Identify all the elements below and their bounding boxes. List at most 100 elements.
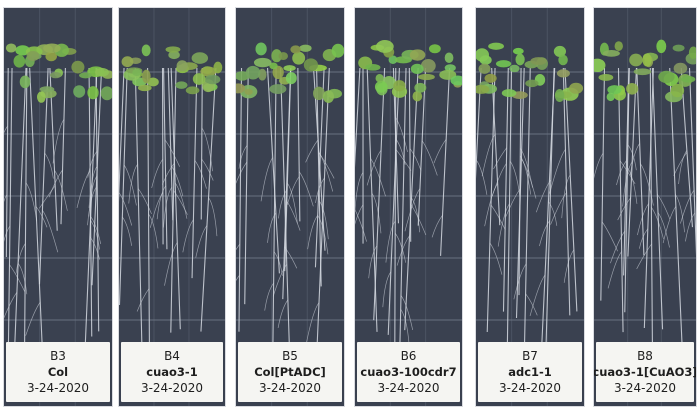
lateral-root xyxy=(355,209,367,242)
lateral-root xyxy=(410,203,427,236)
lateral-root xyxy=(201,127,213,172)
lateral-root xyxy=(4,194,8,203)
seedling-leaf xyxy=(253,57,272,68)
seedling-leaf xyxy=(420,58,436,73)
seedling-leaf xyxy=(94,67,109,77)
lateral-root xyxy=(17,262,28,295)
lateral-root xyxy=(385,220,396,263)
seedling-leaf xyxy=(142,69,151,84)
lateral-root xyxy=(433,139,447,164)
plate-id: B7 xyxy=(522,349,538,363)
lateral-root xyxy=(9,264,26,292)
seedling-leaf xyxy=(168,50,180,60)
plate-label: B7 adc1-1 3-24-2020 xyxy=(478,342,582,402)
lateral-root xyxy=(236,275,240,281)
seedling-leaf xyxy=(5,43,17,53)
lateral-root xyxy=(662,206,677,244)
lateral-root xyxy=(88,175,98,217)
seedling-root xyxy=(170,67,181,330)
plate-b7: B7 adc1-1 3-24-2020 xyxy=(476,8,584,406)
seedling-root xyxy=(200,67,203,220)
seedling-leaf xyxy=(418,73,435,81)
seedling-root xyxy=(617,67,624,333)
seedling-leaf xyxy=(495,60,512,68)
seedling-leaf xyxy=(132,68,142,77)
seedling-leaf xyxy=(484,73,497,83)
seedling-leaf xyxy=(607,85,622,95)
lateral-root xyxy=(371,192,382,234)
lateral-root xyxy=(382,271,392,308)
seedling-root xyxy=(398,67,407,380)
seedling-root xyxy=(13,67,27,351)
lateral-root xyxy=(594,152,604,179)
seedling-root xyxy=(163,67,168,250)
plate-label: B4 cuao3-1 3-24-2020 xyxy=(121,342,223,402)
seedling-leaf xyxy=(292,51,306,65)
lateral-root xyxy=(675,194,685,233)
plate-date: 3-24-2020 xyxy=(498,381,562,395)
lateral-root xyxy=(509,161,521,196)
lateral-root xyxy=(476,160,488,195)
lateral-root xyxy=(236,243,241,251)
seedling-leaf xyxy=(439,69,457,80)
lateral-root xyxy=(277,299,289,328)
lateral-root xyxy=(136,288,150,312)
seedling-leaf xyxy=(313,86,325,101)
lateral-root xyxy=(15,243,26,274)
plate-photo xyxy=(594,8,696,406)
lateral-root xyxy=(563,249,575,283)
plate-id: B4 xyxy=(164,349,180,363)
seedling-leaf xyxy=(121,56,134,68)
seedling-leaf xyxy=(476,48,490,62)
seedling-leaf xyxy=(244,88,253,95)
seedling-leaf xyxy=(476,84,490,94)
seedling-leaf xyxy=(39,86,55,93)
lateral-root xyxy=(366,149,382,186)
seedling-leaf xyxy=(283,65,296,72)
lateral-root xyxy=(52,119,65,164)
lateral-root xyxy=(87,151,98,178)
lateral-root xyxy=(44,152,54,179)
seedling-root xyxy=(366,67,378,332)
seedling-leaf xyxy=(269,62,278,70)
seedling-leaf xyxy=(658,70,675,84)
lateral-root xyxy=(170,165,184,197)
lateral-root xyxy=(182,219,194,253)
seedling-leaf xyxy=(626,82,639,95)
lateral-root xyxy=(35,206,48,228)
lateral-root xyxy=(680,189,695,224)
seedling-leaf xyxy=(554,89,565,103)
seedling-root xyxy=(23,67,28,360)
plate-b4: B4 cuao3-1 3-24-2020 xyxy=(119,8,225,406)
lateral-root xyxy=(640,163,654,206)
seedling-leaf xyxy=(672,44,685,52)
seedling-leaf xyxy=(594,58,606,73)
lateral-root xyxy=(394,233,407,263)
seedling-root xyxy=(355,67,361,172)
lateral-root xyxy=(561,174,571,219)
seedling-leaf xyxy=(530,57,547,65)
lateral-root xyxy=(497,203,510,247)
lateral-root xyxy=(119,192,133,226)
seedling-leaf xyxy=(290,45,301,54)
seedling-root xyxy=(387,67,400,335)
lateral-root xyxy=(404,188,421,232)
seedling-leaf xyxy=(176,60,188,72)
lateral-root xyxy=(622,161,633,207)
seedling-leaf xyxy=(512,47,524,55)
seedling-root xyxy=(651,67,664,330)
seedling-leaf xyxy=(553,45,567,57)
plate-label: B6 cuao3-100cdr7 3-24-2020 xyxy=(357,342,460,402)
seedling-leaf xyxy=(414,82,427,93)
seedling-root xyxy=(191,67,198,279)
seedling-root xyxy=(539,67,556,378)
lateral-root xyxy=(395,149,412,171)
lateral-root xyxy=(88,165,98,208)
seedling-leaf xyxy=(409,49,426,61)
lateral-root xyxy=(539,220,550,247)
seedling-leaf xyxy=(558,54,568,66)
seedling-root xyxy=(440,67,451,256)
seedling-leaf xyxy=(525,79,539,88)
lateral-root xyxy=(481,133,496,177)
seedling-root xyxy=(476,67,482,185)
